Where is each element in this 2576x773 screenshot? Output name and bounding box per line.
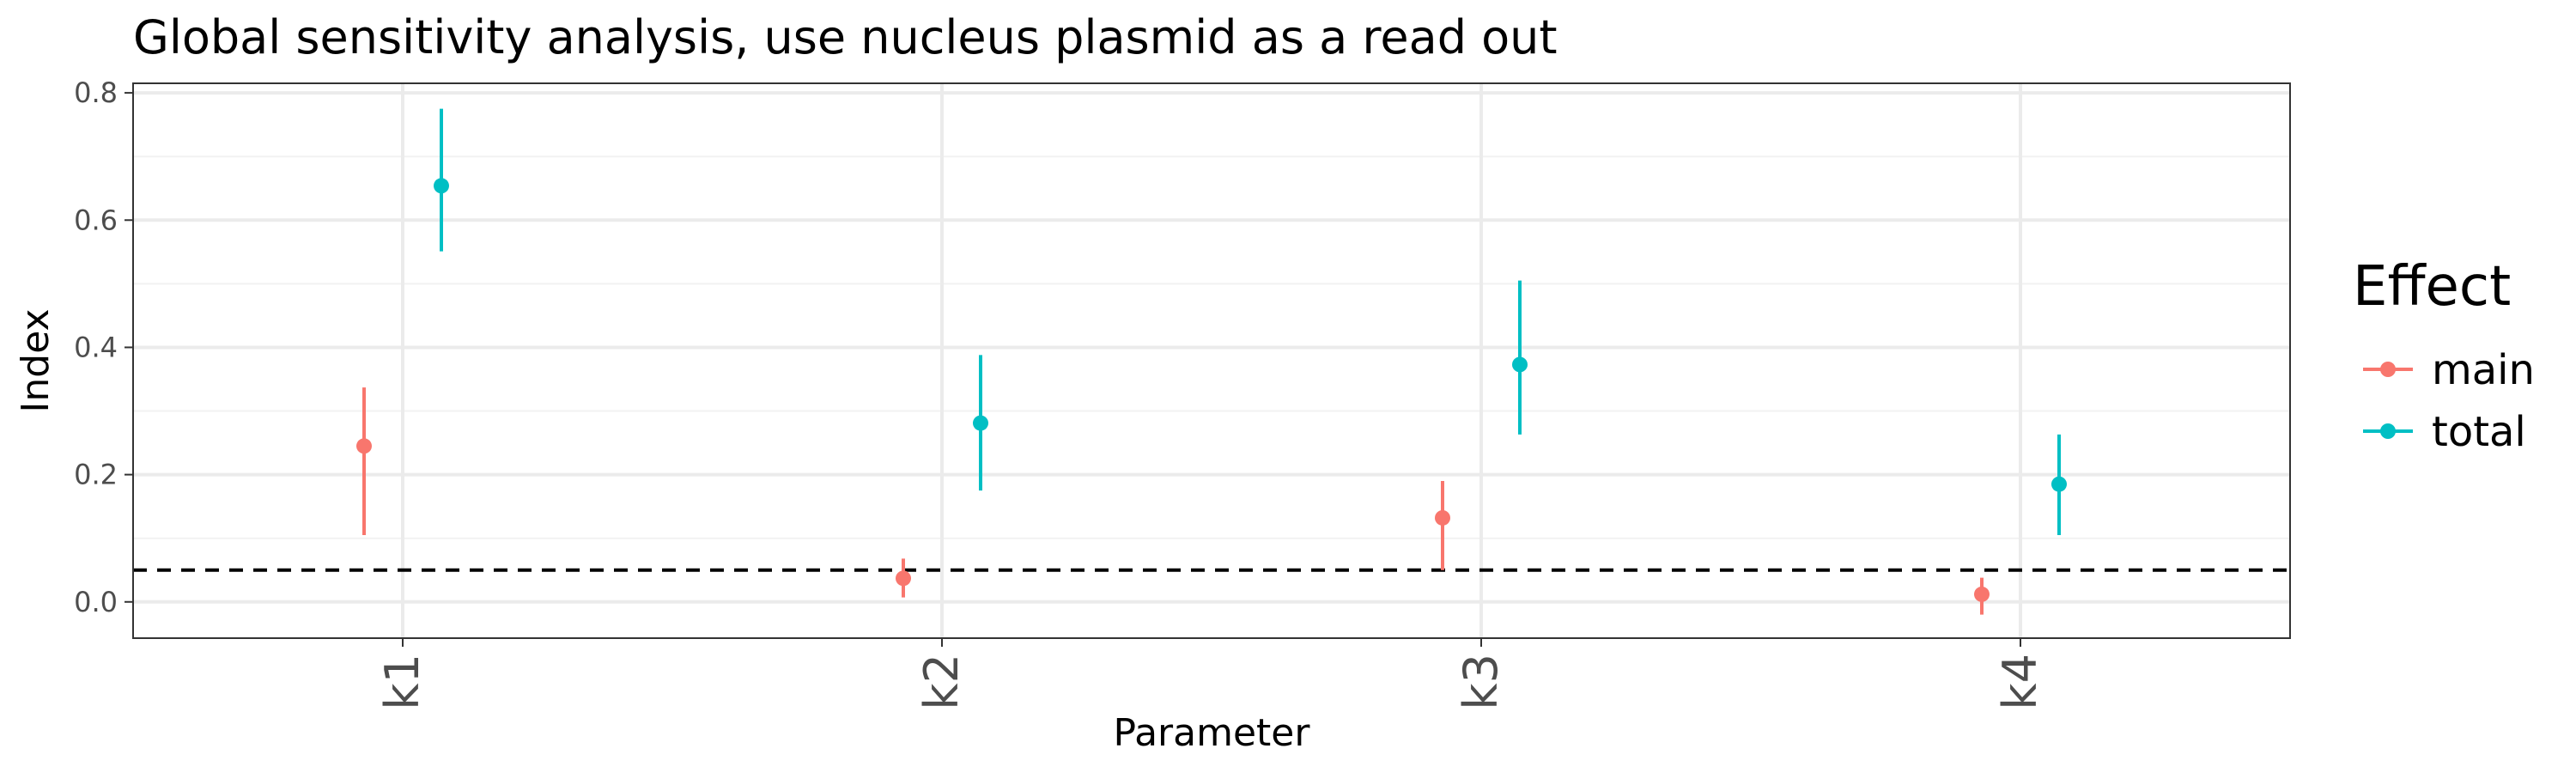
point-total-k4 — [2051, 476, 2067, 492]
y-tick-label: 0.8 — [74, 76, 118, 109]
point-total-k2 — [973, 415, 988, 431]
point-main-k1 — [356, 438, 372, 454]
x-tick-label: k1 — [375, 654, 429, 710]
y-tick-label: 0.4 — [74, 331, 118, 363]
point-main-k3 — [1435, 509, 1450, 526]
plot-panel — [133, 83, 2290, 638]
x-tick-label: k4 — [1993, 654, 2047, 710]
y-tick-label: 0.6 — [74, 204, 118, 236]
grid — [133, 83, 2290, 638]
point-main-k4 — [1974, 586, 1990, 602]
x-axis-ticks: k1 k2 k3 k4 — [375, 638, 2047, 710]
y-tick-label: 0.2 — [74, 459, 118, 491]
legend-title: Effect — [2353, 255, 2511, 319]
legend-key-point-total — [2380, 423, 2396, 439]
x-tick-label: k3 — [1454, 654, 1508, 710]
y-axis-title: Index — [14, 308, 58, 412]
legend: Effect main total — [2353, 255, 2535, 456]
point-total-k3 — [1512, 356, 1528, 373]
plot-border — [132, 82, 2291, 639]
data-marks — [356, 108, 2067, 615]
chart-title: Global sensitivity analysis, use nucleus… — [133, 10, 1558, 64]
y-tick-label: 0.0 — [74, 586, 118, 618]
legend-label-total: total — [2432, 408, 2526, 456]
legend-label-main: main — [2432, 346, 2535, 394]
x-tick-label: k2 — [914, 654, 969, 710]
y-axis-ticks: 0.0 0.2 0.4 0.6 0.8 — [74, 76, 133, 618]
point-total-k1 — [434, 178, 449, 194]
point-main-k2 — [896, 570, 911, 587]
legend-key-point-main — [2380, 362, 2396, 377]
x-axis-title: Parameter — [1114, 711, 1311, 755]
